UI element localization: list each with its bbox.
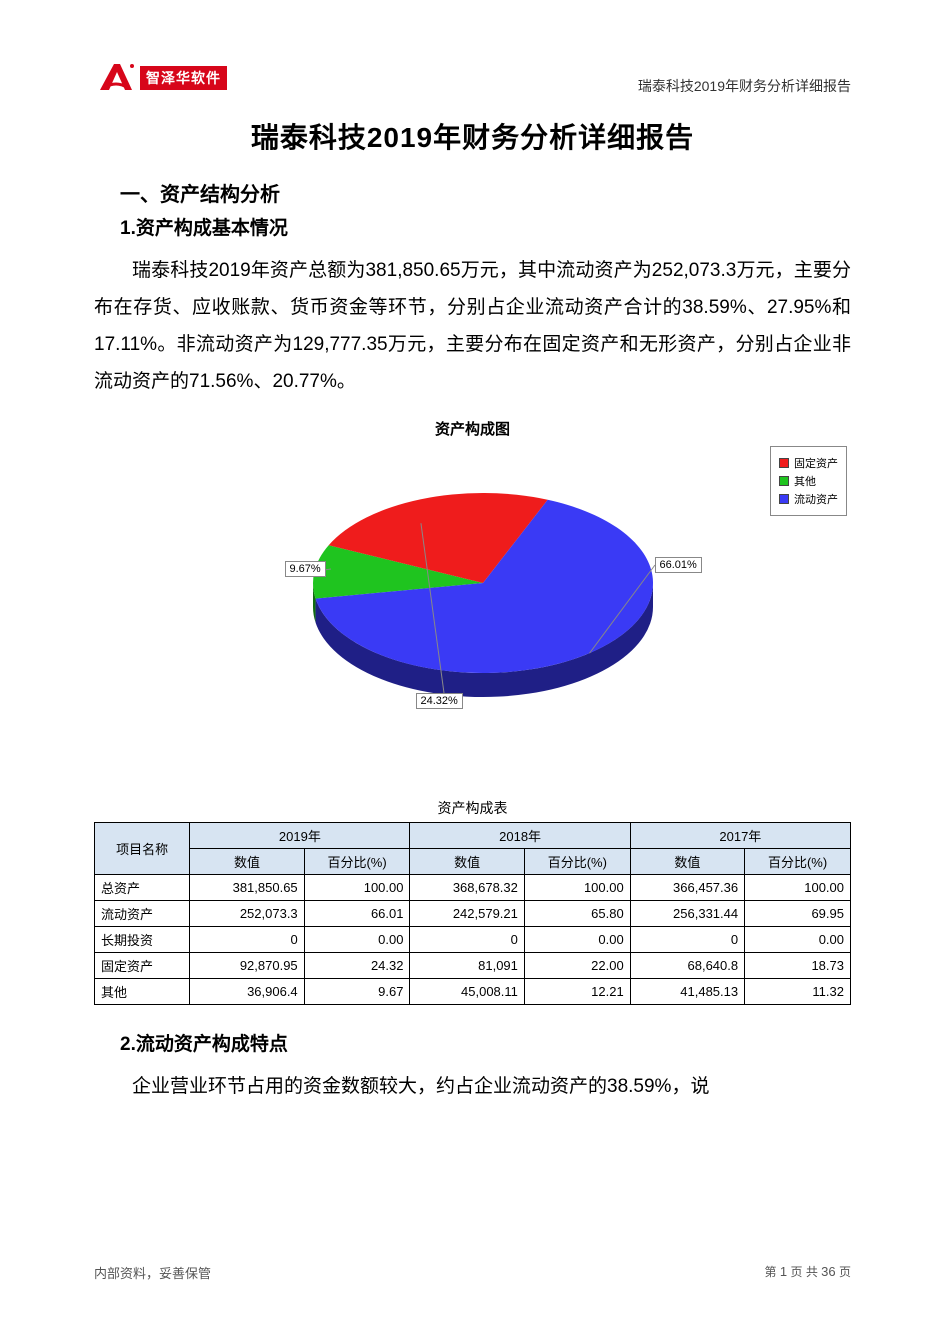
table-title: 资产构成表	[94, 798, 851, 818]
legend-item: 其他	[779, 473, 838, 489]
pie-canvas: 9.67% 24.32% 66.01%	[223, 443, 723, 723]
cell-label: 总资产	[95, 875, 190, 901]
pie-callout-red: 24.32%	[416, 693, 463, 709]
footer-page: 第 1 页 共 36 页	[765, 1263, 851, 1282]
cell-value: 45,008.11	[410, 979, 524, 1005]
legend-label: 其他	[794, 473, 816, 489]
th-rowlabel: 项目名称	[95, 823, 190, 875]
cell-value: 242,579.21	[410, 901, 524, 927]
cell-value: 41,485.13	[630, 979, 744, 1005]
logo-mark-icon	[94, 58, 138, 98]
sub-heading-2: 2.流动资产构成特点	[120, 1029, 851, 1056]
legend-swatch-icon	[779, 494, 789, 504]
footer-current-page: 1	[780, 1264, 787, 1279]
cell-value: 92,870.95	[190, 953, 304, 979]
th-year: 2017年	[630, 823, 850, 849]
cell-pct: 22.00	[524, 953, 630, 979]
paragraph-1: 瑞泰科技2019年资产总额为381,850.65万元，其中流动资产为252,07…	[94, 252, 851, 400]
legend-label: 固定资产	[794, 455, 838, 471]
logo: 智泽华软件	[94, 58, 227, 98]
cell-pct: 0.00	[524, 927, 630, 953]
page-title: 瑞泰科技2019年财务分析详细报告	[94, 116, 851, 156]
th-sub: 数值	[190, 849, 304, 875]
th-sub: 百分比(%)	[524, 849, 630, 875]
cell-value: 252,073.3	[190, 901, 304, 927]
asset-pie-chart: 资产构成图 固定资产 其他 流动资产 9.67% 24.32% 66.01%	[94, 418, 851, 758]
legend-item: 流动资产	[779, 491, 838, 507]
cell-label: 长期投资	[95, 927, 190, 953]
footer-txt: 页 共	[790, 1265, 817, 1279]
th-sub: 百分比(%)	[304, 849, 410, 875]
th-year: 2019年	[190, 823, 410, 849]
asset-table: 项目名称 2019年 2018年 2017年 数值 百分比(%) 数值 百分比(…	[94, 822, 851, 1005]
cell-value: 368,678.32	[410, 875, 524, 901]
legend-item: 固定资产	[779, 455, 838, 471]
cell-pct: 100.00	[304, 875, 410, 901]
cell-pct: 9.67	[304, 979, 410, 1005]
footer-txt: 页	[839, 1265, 851, 1279]
chart-title: 资产构成图	[94, 418, 851, 439]
footer-left: 内部资料，妥善保管	[94, 1263, 211, 1282]
table-row: 固定资产92,870.9524.3281,09122.0068,640.818.…	[95, 953, 851, 979]
paragraph-2: 企业营业环节占用的资金数额较大，约占企业流动资产的38.59%，说	[94, 1068, 851, 1105]
cell-pct: 65.80	[524, 901, 630, 927]
th-year: 2018年	[410, 823, 630, 849]
cell-pct: 24.32	[304, 953, 410, 979]
sub-heading-1: 1.资产构成基本情况	[120, 213, 851, 240]
th-sub: 百分比(%)	[745, 849, 851, 875]
cell-value: 0	[190, 927, 304, 953]
cell-pct: 66.01	[304, 901, 410, 927]
cell-value: 36,906.4	[190, 979, 304, 1005]
table-row: 其他36,906.49.6745,008.1112.2141,485.1311.…	[95, 979, 851, 1005]
page-header: 智泽华软件 瑞泰科技2019年财务分析详细报告	[94, 58, 851, 98]
cell-value: 256,331.44	[630, 901, 744, 927]
cell-pct: 0.00	[745, 927, 851, 953]
legend-swatch-icon	[779, 458, 789, 468]
cell-label: 其他	[95, 979, 190, 1005]
cell-label: 固定资产	[95, 953, 190, 979]
pie-callout-green: 9.67%	[285, 561, 326, 577]
legend-swatch-icon	[779, 476, 789, 486]
cell-pct: 18.73	[745, 953, 851, 979]
cell-value: 366,457.36	[630, 875, 744, 901]
cell-pct: 12.21	[524, 979, 630, 1005]
chart-legend: 固定资产 其他 流动资产	[770, 446, 847, 516]
cell-pct: 69.95	[745, 901, 851, 927]
legend-label: 流动资产	[794, 491, 838, 507]
cell-value: 0	[630, 927, 744, 953]
table-row: 总资产381,850.65100.00368,678.32100.00366,4…	[95, 875, 851, 901]
cell-value: 0	[410, 927, 524, 953]
cell-value: 381,850.65	[190, 875, 304, 901]
footer-total-pages: 36	[821, 1264, 835, 1279]
table-row: 流动资产252,073.366.01242,579.2165.80256,331…	[95, 901, 851, 927]
logo-text: 智泽华软件	[140, 66, 227, 90]
cell-pct: 100.00	[524, 875, 630, 901]
section-heading-1: 一、资产结构分析	[120, 178, 851, 207]
cell-pct: 0.00	[304, 927, 410, 953]
header-right-text: 瑞泰科技2019年财务分析详细报告	[638, 76, 851, 96]
th-sub: 数值	[410, 849, 524, 875]
cell-pct: 100.00	[745, 875, 851, 901]
cell-value: 81,091	[410, 953, 524, 979]
pie-callout-blue: 66.01%	[655, 557, 702, 573]
cell-label: 流动资产	[95, 901, 190, 927]
cell-value: 68,640.8	[630, 953, 744, 979]
page-footer: 内部资料，妥善保管 第 1 页 共 36 页	[94, 1263, 851, 1282]
cell-pct: 11.32	[745, 979, 851, 1005]
table-row: 长期投资00.0000.0000.00	[95, 927, 851, 953]
footer-txt: 第	[765, 1265, 777, 1279]
th-sub: 数值	[630, 849, 744, 875]
